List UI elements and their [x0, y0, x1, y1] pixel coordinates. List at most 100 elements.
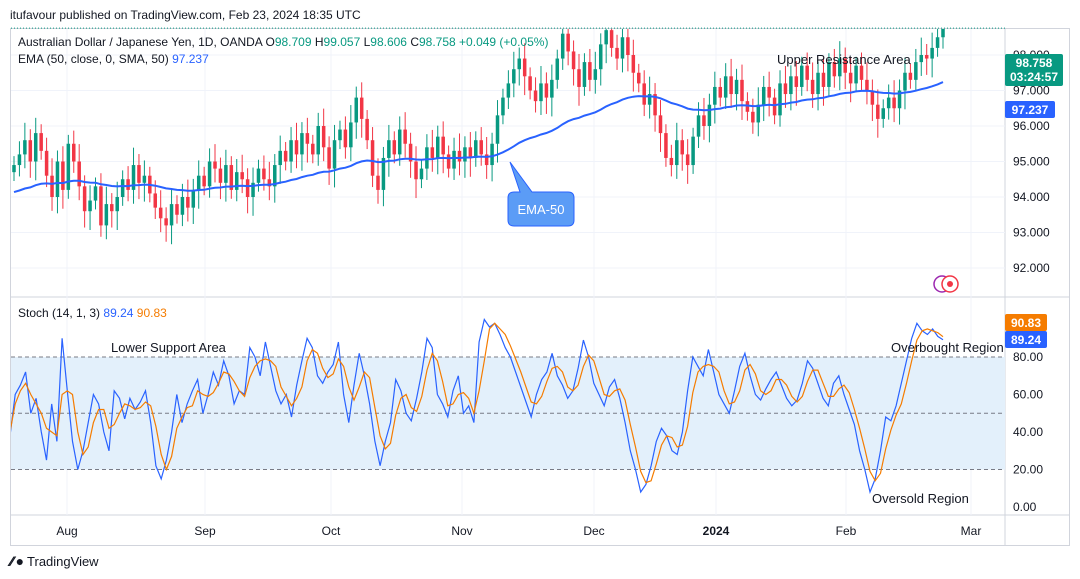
candle-body — [262, 168, 266, 180]
candle — [903, 57, 907, 110]
candle — [468, 132, 473, 177]
candle-body — [843, 58, 847, 73]
candle-body — [832, 62, 837, 77]
candle — [756, 87, 761, 137]
candle-body — [61, 161, 65, 190]
overbought-label: Overbought Region — [891, 340, 1004, 355]
candle-body — [886, 97, 891, 109]
candle-body — [207, 161, 212, 187]
candle — [294, 122, 299, 169]
price-badge-value: 98.758 — [1016, 56, 1053, 70]
candle-body — [88, 200, 92, 212]
candle — [664, 124, 668, 167]
candle — [832, 48, 837, 88]
candle-body — [767, 86, 771, 98]
ema-callout-bubble — [507, 161, 575, 227]
candle — [430, 129, 435, 172]
candle-body — [658, 115, 663, 134]
candle-body — [859, 65, 864, 80]
candle-body — [229, 165, 234, 190]
candle-body — [44, 150, 49, 176]
price-tick-label: 95.000 — [1013, 155, 1050, 169]
candle-body — [881, 108, 885, 119]
stoch-tick-label: 20.00 — [1013, 463, 1043, 477]
candle — [224, 149, 228, 202]
alert-icon[interactable] — [933, 275, 959, 293]
candle-body — [164, 218, 168, 226]
candle — [17, 141, 22, 177]
candle-body — [560, 33, 565, 59]
candle-body — [256, 168, 261, 183]
candle-body — [930, 47, 934, 59]
candle — [642, 70, 646, 117]
candle-body — [512, 69, 516, 84]
candle-body — [321, 126, 326, 148]
candle-body — [522, 58, 527, 77]
candle-body — [365, 118, 369, 141]
stoch-tick-label: 80.00 — [1013, 350, 1043, 364]
candle — [457, 133, 462, 176]
candle — [588, 48, 592, 92]
candle-body — [740, 79, 744, 102]
candle — [582, 53, 587, 96]
candle — [207, 148, 212, 198]
candle-body — [457, 150, 462, 162]
candle-body — [66, 143, 71, 190]
candle — [495, 100, 500, 163]
upper-resistance-label: Upper Resistance Area — [777, 52, 911, 67]
candle — [577, 53, 581, 106]
candle-body — [479, 140, 483, 155]
candle-body — [838, 58, 842, 77]
candle — [256, 159, 261, 192]
candle-body — [571, 51, 576, 70]
candle-body — [28, 140, 33, 162]
candle — [512, 51, 516, 98]
candle-body — [305, 133, 310, 144]
candle — [533, 77, 538, 113]
candle-body — [484, 154, 489, 166]
candle-body — [414, 161, 418, 180]
candle-body — [72, 143, 76, 162]
close-label: C — [410, 35, 419, 49]
candle — [637, 63, 641, 93]
candle-body — [213, 161, 217, 169]
candle-body — [115, 197, 119, 212]
candle-body — [180, 197, 185, 215]
stoch-tick-label: 40.00 — [1013, 425, 1043, 439]
candle-body — [33, 133, 38, 162]
candle-body — [642, 83, 646, 105]
open-value: 98.709 — [274, 35, 312, 49]
candle-body — [935, 37, 940, 48]
candle-body — [186, 197, 190, 208]
candle — [843, 47, 847, 90]
time-tick-label: Mar — [961, 524, 982, 538]
candle — [186, 179, 190, 222]
time-tick-label: Oct — [322, 524, 341, 538]
candle — [72, 130, 76, 173]
candle-body — [729, 76, 733, 95]
stoch-k-value: 89.24 — [103, 306, 134, 320]
candle — [397, 116, 402, 166]
candle — [61, 146, 65, 209]
close-value: 98.758 — [419, 35, 456, 49]
candle — [305, 117, 310, 163]
candle-body — [474, 140, 478, 158]
candle-body — [723, 76, 728, 98]
candle — [311, 134, 315, 164]
candle-body — [799, 65, 804, 87]
candle-body — [359, 97, 364, 119]
candle — [120, 170, 125, 206]
candle — [349, 105, 353, 162]
candle-body — [376, 175, 380, 190]
candle — [115, 181, 119, 231]
candle — [137, 154, 141, 200]
candle — [419, 159, 424, 189]
change-value: +0.049 (+0.05%) — [459, 35, 549, 49]
candle — [691, 127, 695, 174]
price-axis: 98.00097.00096.00095.00094.00093.00092.0… — [1013, 48, 1050, 514]
candle-body — [751, 111, 755, 123]
stoch-d-badge-value: 90.83 — [1011, 316, 1041, 330]
candle — [740, 64, 744, 120]
candle-body — [604, 30, 608, 45]
